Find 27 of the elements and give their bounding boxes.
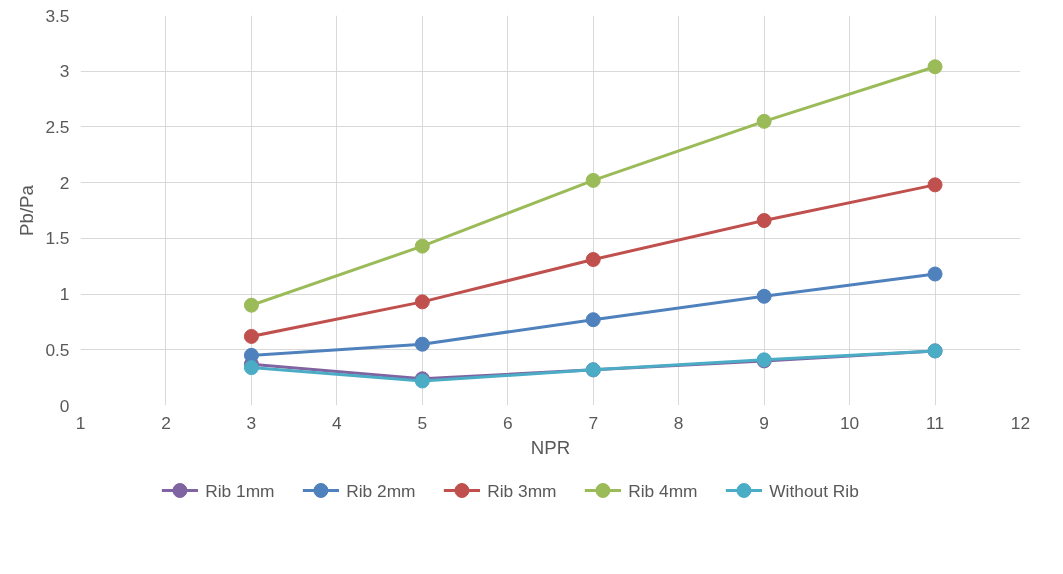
x-tick-label: 5 (417, 412, 428, 433)
legend-label: Without Rib (769, 480, 859, 501)
x-tick-label: 2 (161, 412, 171, 433)
x-tick-label: 6 (502, 412, 513, 433)
y-tick-label: 2 (59, 172, 70, 193)
x-axis-title: NPR (530, 436, 571, 458)
x-tick-label: 7 (588, 412, 599, 433)
legend-label: Rib 2mm (346, 480, 416, 501)
x-tick-label: 4 (332, 412, 343, 433)
x-tick-label: 11 (926, 412, 945, 433)
x-tick-label: 10 (839, 412, 860, 433)
legend-label: Rib 1mm (205, 480, 275, 501)
x-tick-label: 12 (1010, 412, 1031, 433)
x-tick-label: 9 (759, 412, 769, 433)
y-axis-title: Pb/Pa (16, 184, 38, 236)
y-tick-label: 1.5 (45, 228, 70, 249)
x-tick-label: 3 (246, 412, 257, 433)
legend-label: Rib 4mm (628, 480, 698, 501)
y-tick-label: 2.5 (45, 116, 70, 137)
y-tick-label: 1 (59, 284, 70, 305)
y-tick-label: 3 (59, 61, 70, 82)
x-tick-label: 1 (75, 412, 86, 433)
y-tick-label: 0.5 (45, 339, 70, 360)
legend-label: Rib 3mm (487, 480, 557, 501)
y-tick-label: 3.5 (45, 5, 70, 26)
x-tick-label: 8 (673, 412, 684, 433)
y-tick-label: 0 (59, 395, 70, 416)
